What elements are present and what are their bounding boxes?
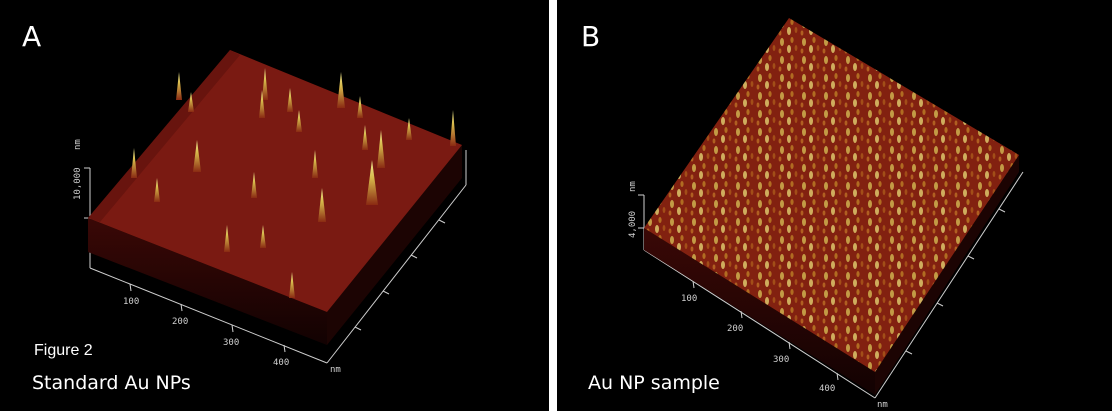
surface-side-b bbox=[327, 145, 462, 345]
x-axis-ticks-a bbox=[129, 219, 446, 353]
afm-surface-b: nm 4,000 100 200 300 400 nm bbox=[628, 18, 1024, 410]
surface-side-b bbox=[875, 155, 1019, 395]
z-unit-label-a: nm bbox=[73, 139, 83, 150]
axis-frame-b bbox=[638, 171, 1024, 399]
z-scale-label-a: 10,000 bbox=[73, 167, 83, 200]
panel-a-afm-image: nm 10,000 100 200 300 400 nm A Figure 2 … bbox=[0, 0, 549, 411]
caption-b: Au NP sample bbox=[588, 372, 720, 394]
x-tick-label: 300 bbox=[223, 338, 239, 348]
z-scale-label-b: 4,000 bbox=[628, 211, 638, 238]
surface-side-a bbox=[644, 228, 875, 395]
panel-letter-a: A bbox=[22, 20, 42, 53]
panel-b-afm-image: nm 4,000 100 200 300 400 nm B Au NP samp… bbox=[557, 0, 1112, 411]
x-unit-label-b: nm bbox=[877, 400, 888, 410]
x-tick-label: 200 bbox=[727, 324, 743, 334]
x-unit-label-a: nm bbox=[330, 365, 341, 375]
panel-divider bbox=[549, 0, 557, 411]
x-tick-label: 400 bbox=[273, 358, 289, 368]
figure-label: Figure 2 bbox=[34, 342, 93, 359]
nanoparticle-peaks-a bbox=[131, 68, 456, 298]
x-tick-label: 400 bbox=[819, 384, 835, 394]
surface-top-b bbox=[644, 18, 1019, 372]
x-axis-ticks-b bbox=[692, 208, 1006, 381]
x-tick-label: 200 bbox=[172, 317, 188, 327]
z-unit-label-b: nm bbox=[628, 181, 638, 192]
x-tick-label: 300 bbox=[773, 355, 789, 365]
panel-letter-b: B bbox=[581, 20, 601, 53]
caption-a: Standard Au NPs bbox=[32, 372, 191, 394]
x-tick-label: 100 bbox=[123, 297, 139, 307]
x-tick-label: 100 bbox=[681, 294, 697, 304]
afm-surface-a: nm 10,000 100 200 300 400 nm bbox=[73, 50, 467, 375]
surface-side-a bbox=[88, 218, 327, 345]
